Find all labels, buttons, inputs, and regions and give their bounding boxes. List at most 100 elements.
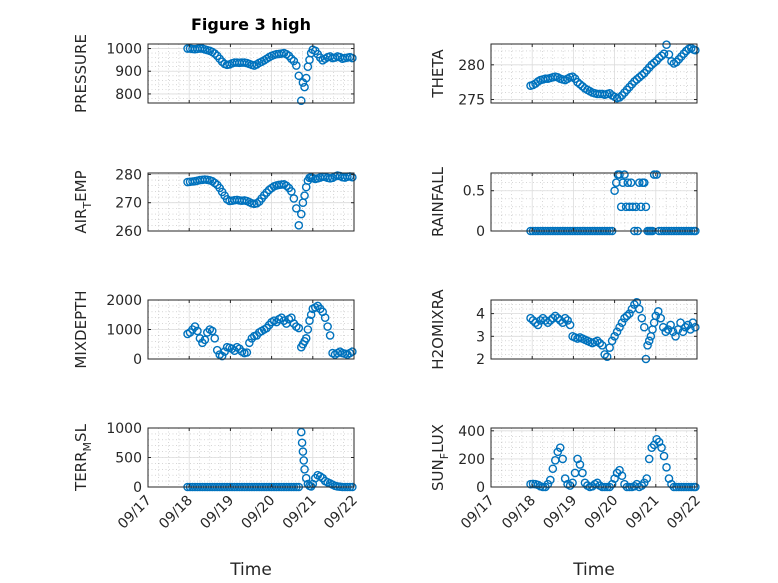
data-point xyxy=(644,454,654,464)
data-point xyxy=(659,451,669,461)
data-point xyxy=(631,202,641,212)
data-point xyxy=(555,443,565,452)
data-point xyxy=(325,331,335,340)
data-points xyxy=(526,297,700,364)
data-point xyxy=(300,82,309,92)
data-point xyxy=(615,93,624,102)
data-point xyxy=(642,474,652,483)
data-point xyxy=(644,336,654,346)
axes-box xyxy=(490,43,698,104)
data-point xyxy=(217,351,227,361)
y-tick-label: 4 xyxy=(476,307,485,323)
data-point xyxy=(210,49,220,58)
data-point xyxy=(200,335,210,345)
y-tick-label: 280 xyxy=(115,167,142,183)
subplot-pressure: 800 900 1000 PRESSURE xyxy=(72,34,357,113)
data-point xyxy=(538,313,548,323)
data-point xyxy=(245,338,254,348)
y-tick-label: 1000 xyxy=(106,323,142,339)
subplot-sun-flux: 09/17 09/18 09/19 09/20 09/21 09/22 0 200 400 SUN… xyxy=(429,424,704,533)
y-tick-label: 1000 xyxy=(106,42,142,58)
data-point xyxy=(626,178,636,187)
data-point xyxy=(193,326,202,336)
data-point xyxy=(558,454,567,464)
data-point xyxy=(303,325,313,334)
y-tick-label: 2000 xyxy=(106,293,142,309)
y-axis-label: SUNFLUX xyxy=(429,424,451,491)
data-point xyxy=(612,327,622,337)
y-tick-label: 0 xyxy=(133,352,142,368)
data-point xyxy=(617,471,627,481)
data-points xyxy=(526,40,700,103)
data-point xyxy=(242,348,252,357)
y-tick-label: 2 xyxy=(476,352,485,368)
x-tick-label: 09/18 xyxy=(156,493,196,533)
data-point xyxy=(543,479,553,489)
data-points xyxy=(183,301,357,361)
data-point xyxy=(597,341,607,350)
y-tick-label: 280 xyxy=(458,58,485,74)
data-point xyxy=(289,56,299,66)
data-point xyxy=(536,316,545,325)
data-point xyxy=(691,45,700,55)
data-point xyxy=(323,322,332,331)
y-tick-label: 260 xyxy=(115,224,142,240)
data-point xyxy=(287,54,296,64)
data-point xyxy=(667,57,676,66)
axes-box xyxy=(147,172,355,232)
data-point xyxy=(348,53,357,63)
y-axis-label: AIRTEMP xyxy=(72,170,94,233)
data-point xyxy=(637,313,647,323)
data-point xyxy=(301,73,311,83)
data-point xyxy=(560,313,570,323)
data-points xyxy=(526,434,700,492)
data-point xyxy=(654,53,664,63)
data-point xyxy=(649,170,659,179)
data-point xyxy=(306,310,316,320)
y-axis-label: MIXDEPTH xyxy=(72,290,90,368)
data-point xyxy=(301,334,311,343)
y-tick-label: 800 xyxy=(115,87,142,103)
data-point xyxy=(657,443,666,452)
x-axis-label-left: Time xyxy=(229,560,272,580)
data-point xyxy=(297,438,307,448)
data-point xyxy=(294,323,304,333)
data-point xyxy=(292,61,301,70)
data-point xyxy=(592,336,602,346)
data-point xyxy=(292,204,301,213)
data-point xyxy=(546,475,555,485)
data-point xyxy=(600,350,610,359)
data-point xyxy=(662,463,671,472)
data-point xyxy=(632,75,642,84)
data-point xyxy=(595,338,605,348)
data-point xyxy=(620,170,629,179)
x-tick-label: 09/17 xyxy=(115,493,155,533)
data-point xyxy=(615,322,624,332)
data-point xyxy=(298,447,308,456)
data-point xyxy=(618,178,628,187)
data-point xyxy=(622,311,632,321)
y-tick-label: 900 xyxy=(115,64,142,80)
data-point xyxy=(303,62,313,71)
data-point xyxy=(294,221,304,230)
data-point xyxy=(289,194,299,203)
data-point xyxy=(305,316,314,325)
axes-box xyxy=(490,299,698,360)
data-point xyxy=(637,70,647,80)
y-tick-label: 0 xyxy=(476,224,485,240)
data-point xyxy=(543,318,553,327)
data-point xyxy=(607,336,617,346)
x-tick-label: 09/19 xyxy=(197,493,237,533)
data-point xyxy=(635,73,644,82)
data-point xyxy=(641,202,651,212)
y-axis-label: RAINFALL xyxy=(429,166,447,237)
data-point xyxy=(676,318,685,327)
y-axis-label: TERRMSL xyxy=(72,423,94,492)
data-point xyxy=(683,320,693,330)
data-point xyxy=(568,72,577,81)
data-point xyxy=(573,77,582,87)
data-point xyxy=(668,327,678,337)
data-point xyxy=(294,71,304,81)
data-point xyxy=(617,318,627,327)
data-point xyxy=(651,311,661,321)
